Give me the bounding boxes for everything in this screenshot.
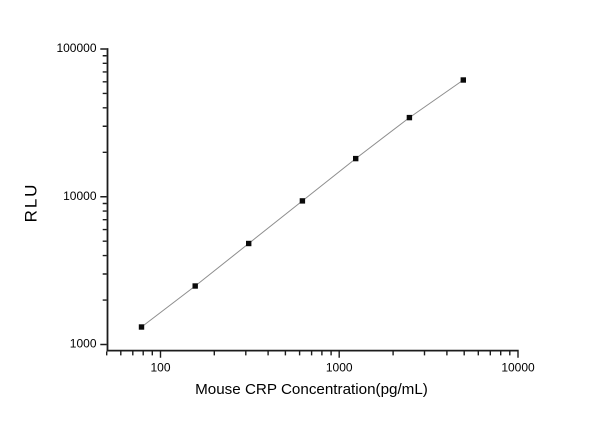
svg-text:10000: 10000 xyxy=(63,189,97,203)
svg-text:100: 100 xyxy=(150,361,170,375)
svg-text:100000: 100000 xyxy=(56,41,96,55)
svg-text:10000: 10000 xyxy=(501,361,535,375)
svg-text:Mouse CRP Concentration(pg/mL): Mouse CRP Concentration(pg/mL) xyxy=(195,381,428,398)
svg-text:1000: 1000 xyxy=(70,337,97,351)
svg-text:1000: 1000 xyxy=(326,361,353,375)
svg-text:RLU: RLU xyxy=(21,183,40,223)
